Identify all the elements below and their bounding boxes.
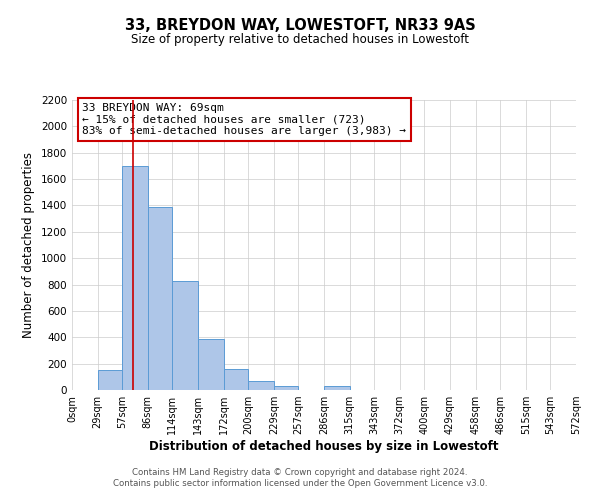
X-axis label: Distribution of detached houses by size in Lowestoft: Distribution of detached houses by size …	[149, 440, 499, 453]
Bar	[274, 386, 298, 390]
Y-axis label: Number of detached properties: Number of detached properties	[22, 152, 35, 338]
Text: 33, BREYDON WAY, LOWESTOFT, NR33 9AS: 33, BREYDON WAY, LOWESTOFT, NR33 9AS	[125, 18, 475, 32]
Bar	[324, 386, 350, 390]
Text: 33 BREYDON WAY: 69sqm
← 15% of detached houses are smaller (723)
83% of semi-det: 33 BREYDON WAY: 69sqm ← 15% of detached …	[82, 103, 406, 136]
Bar	[172, 280, 198, 390]
Bar	[198, 338, 224, 390]
Bar	[148, 207, 172, 390]
Text: Contains HM Land Registry data © Crown copyright and database right 2024.
Contai: Contains HM Land Registry data © Crown c…	[113, 468, 487, 487]
Bar	[248, 382, 274, 390]
Bar	[98, 370, 122, 390]
Bar	[122, 166, 148, 390]
Text: Size of property relative to detached houses in Lowestoft: Size of property relative to detached ho…	[131, 32, 469, 46]
Bar	[224, 369, 248, 390]
